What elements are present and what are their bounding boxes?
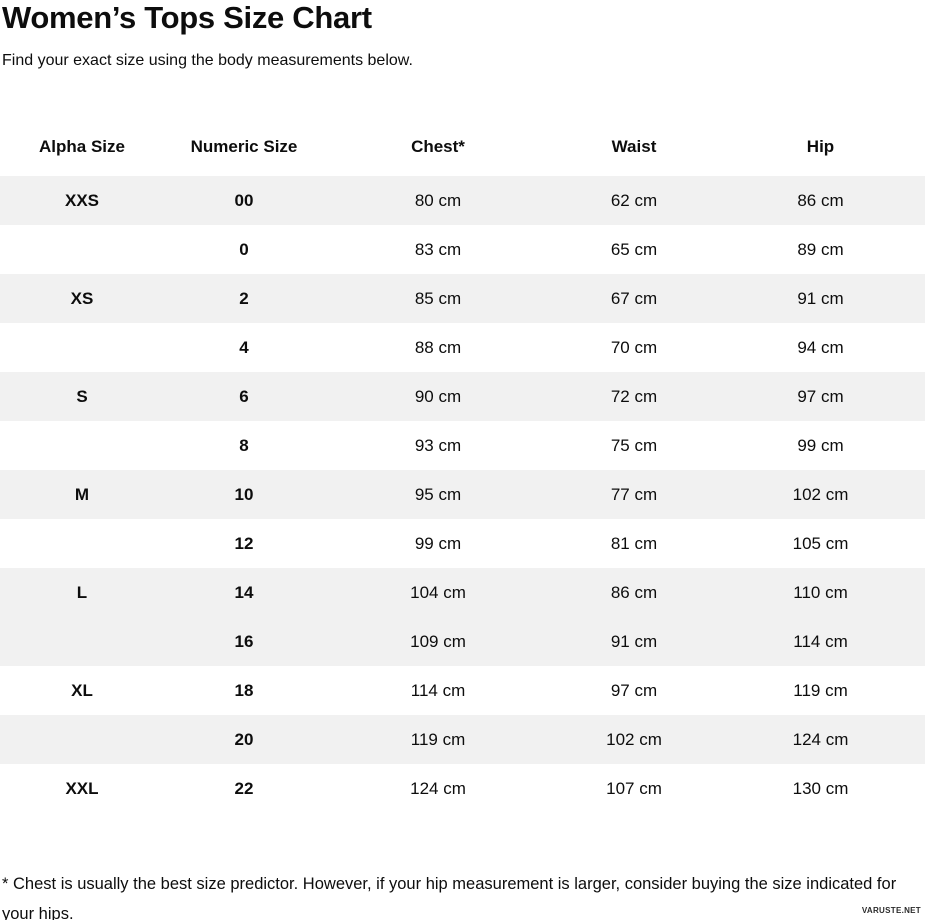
watermark: VARUSTE.NET — [861, 906, 921, 915]
cell-waist: 97 cm — [610, 680, 658, 700]
cell-hip: 114 cm — [793, 631, 848, 651]
cell-hip: 86 cm — [797, 190, 844, 210]
cell-numeric: 6 — [239, 386, 249, 406]
cell-alpha: M — [74, 484, 90, 504]
cell-numeric: 12 — [234, 533, 254, 553]
cell-chest: 99 cm — [414, 533, 462, 553]
table-row: 12 99 cm 81 cm 105 cm — [0, 519, 925, 568]
column-header-waist: Waist — [552, 118, 716, 176]
cell-alpha — [0, 225, 164, 274]
table-row: 16 109 cm 91 cm 114 cm — [0, 617, 925, 666]
cell-waist: 67 cm — [610, 288, 658, 308]
cell-alpha: XL — [71, 680, 93, 700]
column-header-hip: Hip — [716, 118, 925, 176]
cell-alpha — [0, 715, 164, 764]
cell-chest: 119 cm — [410, 729, 466, 749]
cell-alpha — [0, 421, 164, 470]
cell-chest: 104 cm — [410, 582, 466, 602]
cell-numeric: 20 — [234, 729, 254, 749]
cell-alpha — [0, 617, 164, 666]
table-row: 4 88 cm 70 cm 94 cm — [0, 323, 925, 372]
cell-numeric: 0 — [239, 239, 249, 259]
table-row: XXL 22 124 cm 107 cm 130 cm — [0, 764, 925, 813]
cell-alpha: S — [76, 386, 88, 406]
cell-waist: 107 cm — [606, 778, 662, 798]
column-header-alpha-size: Alpha Size — [0, 118, 164, 176]
cell-hip: 102 cm — [792, 484, 849, 504]
cell-chest: 90 cm — [414, 386, 462, 406]
table-row: 0 83 cm 65 cm 89 cm — [0, 225, 925, 274]
table-row: XXS 00 80 cm 62 cm 86 cm — [0, 176, 925, 225]
cell-waist: 102 cm — [606, 729, 662, 749]
table-header-row: Alpha Size Numeric Size Chest* Waist Hip — [0, 118, 925, 176]
table-row: S 6 90 cm 72 cm 97 cm — [0, 372, 925, 421]
cell-chest: 85 cm — [414, 288, 462, 308]
cell-numeric: 00 — [234, 190, 254, 210]
cell-hip: 130 cm — [792, 778, 849, 798]
table-row: XL 18 114 cm 97 cm 119 cm — [0, 666, 925, 715]
cell-alpha — [0, 519, 164, 568]
cell-alpha: XXS — [64, 190, 100, 210]
cell-numeric: 10 — [234, 484, 254, 504]
cell-hip: 105 cm — [792, 533, 849, 553]
size-table: Alpha Size Numeric Size Chest* Waist Hip… — [0, 118, 925, 813]
cell-waist: 81 cm — [610, 533, 658, 553]
cell-hip: 124 cm — [792, 729, 849, 749]
table-row: L 14 104 cm 86 cm 110 cm — [0, 568, 925, 617]
cell-waist: 72 cm — [610, 386, 658, 406]
cell-numeric: 8 — [239, 435, 249, 455]
cell-alpha: L — [76, 582, 88, 602]
cell-hip: 119 cm — [793, 680, 848, 700]
cell-numeric: 18 — [234, 680, 254, 700]
column-header-chest: Chest* — [324, 118, 552, 176]
cell-waist: 62 cm — [610, 190, 658, 210]
cell-chest: 88 cm — [414, 337, 462, 357]
cell-alpha — [0, 323, 164, 372]
cell-chest: 93 cm — [414, 435, 462, 455]
table-row: M 10 95 cm 77 cm 102 cm — [0, 470, 925, 519]
cell-waist: 77 cm — [610, 484, 658, 504]
table-row: 8 93 cm 75 cm 99 cm — [0, 421, 925, 470]
cell-waist: 86 cm — [610, 582, 658, 602]
cell-numeric: 16 — [234, 631, 254, 651]
cell-waist: 65 cm — [610, 239, 658, 259]
cell-numeric: 4 — [239, 337, 249, 357]
cell-waist: 75 cm — [610, 435, 658, 455]
table-row: 20 119 cm 102 cm 124 cm — [0, 715, 925, 764]
cell-chest: 109 cm — [410, 631, 466, 651]
cell-chest: 124 cm — [410, 778, 466, 798]
cell-chest: 80 cm — [414, 190, 462, 210]
cell-alpha: XS — [70, 288, 94, 308]
cell-hip: 91 cm — [797, 288, 844, 308]
cell-numeric: 2 — [239, 288, 249, 308]
cell-hip: 89 cm — [797, 239, 844, 259]
cell-waist: 70 cm — [610, 337, 658, 357]
cell-chest: 95 cm — [414, 484, 462, 504]
cell-numeric: 14 — [234, 582, 254, 602]
cell-hip: 94 cm — [797, 337, 844, 357]
cell-chest: 83 cm — [414, 239, 462, 259]
cell-numeric: 22 — [234, 778, 254, 798]
page-title: Women’s Tops Size Chart — [2, 0, 372, 35]
cell-alpha: XXL — [65, 778, 99, 798]
footnote: * Chest is usually the best size predict… — [2, 875, 897, 920]
cell-hip: 110 cm — [793, 582, 848, 602]
cell-waist: 91 cm — [610, 631, 658, 651]
page-subtitle: Find your exact size using the body meas… — [2, 52, 413, 69]
table-row: XS 2 85 cm 67 cm 91 cm — [0, 274, 925, 323]
cell-hip: 97 cm — [797, 386, 844, 406]
cell-hip: 99 cm — [797, 435, 844, 455]
column-header-numeric-size: Numeric Size — [164, 118, 324, 176]
cell-chest: 114 cm — [410, 680, 466, 700]
